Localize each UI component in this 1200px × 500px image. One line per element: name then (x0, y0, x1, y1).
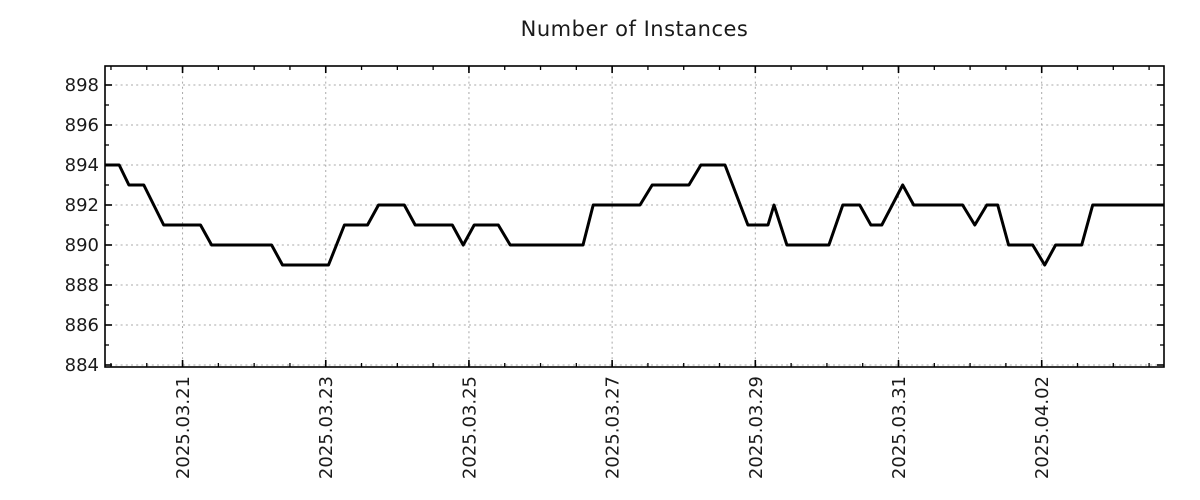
svg-text:898: 898 (65, 75, 99, 96)
svg-text:886: 886 (65, 315, 99, 336)
svg-text:890: 890 (65, 235, 99, 256)
svg-text:896: 896 (65, 115, 99, 136)
svg-text:2025.03.21: 2025.03.21 (173, 376, 194, 479)
svg-text:2025.03.27: 2025.03.27 (603, 376, 624, 479)
series-line (105, 163, 1164, 267)
grid-lines (105, 66, 1164, 367)
svg-text:2025.03.25: 2025.03.25 (459, 376, 480, 479)
chart-title: Number of Instances (520, 17, 749, 41)
plot-border (104, 65, 1165, 368)
svg-text:2025.03.23: 2025.03.23 (316, 376, 337, 479)
svg-text:888: 888 (65, 275, 99, 296)
svg-text:2025.04.02: 2025.04.02 (1032, 376, 1053, 479)
svg-text:894: 894 (65, 155, 99, 176)
svg-text:2025.03.29: 2025.03.29 (746, 376, 767, 479)
svg-text:2025.03.31: 2025.03.31 (889, 376, 910, 479)
svg-text:884: 884 (65, 355, 99, 376)
axis-ticks (105, 66, 1164, 367)
y-tick-labels: 884 886 888 890 892 894 896 898 (65, 75, 99, 376)
x-tick-labels: 2025.03.21 2025.03.23 2025.03.25 2025.03.27… (173, 376, 1053, 479)
svg-text:892: 892 (65, 195, 99, 216)
